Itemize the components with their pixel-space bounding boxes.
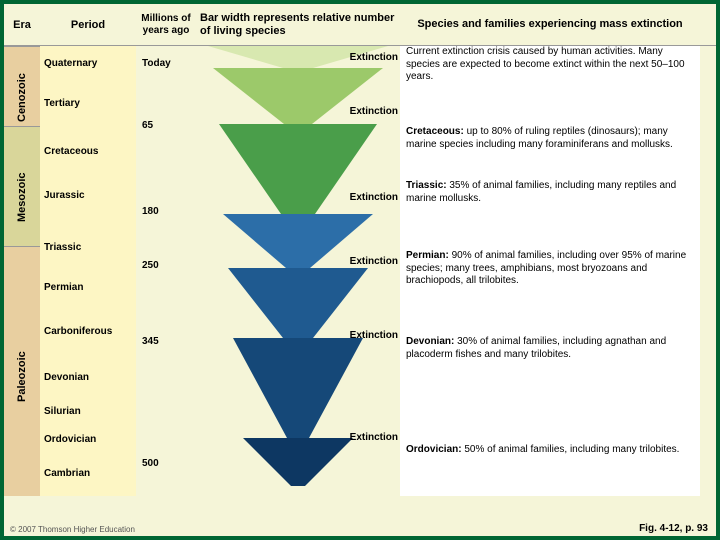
chart-area: Extinction Extinction Extinction Extinction…	[196, 46, 400, 496]
period-item: Cambrian	[44, 468, 90, 479]
mya-item: 180	[142, 206, 159, 217]
eras-strip: Cenozoic Mesozoic Paleozoic	[4, 46, 40, 496]
period-item: Devonian	[44, 372, 89, 383]
period-item: Quaternary	[44, 58, 97, 69]
funnel-segment	[233, 338, 363, 438]
extinction-label: Extinction	[350, 192, 398, 203]
figure-reference: Fig. 4-12, p. 93	[639, 523, 708, 534]
mya-header: Millions of years ago	[136, 4, 196, 46]
period-item: Carboniferous	[44, 326, 112, 337]
description-block: Current extinction crisis caused by huma…	[406, 46, 694, 84]
extinction-label: Extinction	[350, 106, 398, 117]
copyright-footer: © 2007 Thomson Higher Education	[10, 525, 135, 534]
period-item: Triassic	[44, 242, 81, 253]
extinction-label: Extinction	[350, 330, 398, 341]
era-label: Paleozoic	[16, 342, 28, 402]
period-item: Silurian	[44, 406, 81, 417]
era-label: Mesozoic	[16, 162, 28, 222]
body-row: Cenozoic Mesozoic Paleozoic Quaternary Tert…	[4, 46, 716, 496]
description-block: Triassic: 35% of animal families, includ…	[406, 180, 694, 205]
period-item: Permian	[44, 282, 83, 293]
desc-header: Species and families experiencing mass e…	[400, 4, 700, 46]
geologic-timeline-diagram: Era Period Millions of years ago Bar wid…	[0, 0, 720, 540]
mya-item: 500	[142, 458, 159, 469]
description-block: Cretaceous: up to 80% of ruling reptiles…	[406, 126, 694, 151]
mya-item: Today	[142, 58, 171, 69]
mya-item: 250	[142, 260, 159, 271]
header-row: Era Period Millions of years ago Bar wid…	[4, 4, 716, 46]
extinction-label: Extinction	[350, 52, 398, 63]
periods-strip: Quaternary Tertiary Cretaceous Jurassic Tria…	[40, 46, 136, 496]
extinction-label: Extinction	[350, 256, 398, 267]
chart-header: Bar width represents relative number of …	[196, 4, 400, 46]
mya-item: 345	[142, 336, 159, 347]
description-block: Permian: 90% of animal families, includi…	[406, 250, 694, 288]
period-header: Period	[40, 4, 136, 46]
mya-item: 65	[142, 120, 153, 131]
funnel-segment	[243, 438, 353, 486]
funnel-segment	[228, 268, 368, 338]
description-block: Ordovician: 50% of animal families, incl…	[406, 444, 694, 457]
period-item: Tertiary	[44, 98, 80, 109]
era-label: Cenozoic	[16, 62, 28, 122]
era-header: Era	[4, 4, 40, 46]
period-item: Jurassic	[44, 190, 85, 201]
period-item: Ordovician	[44, 434, 96, 445]
description-block: Devonian: 30% of animal families, includ…	[406, 336, 694, 361]
descriptions-strip: Current extinction crisis caused by huma…	[400, 46, 700, 496]
extinction-label: Extinction	[350, 432, 398, 443]
mya-strip: Today 65 180 250 345 500	[136, 46, 196, 496]
period-item: Cretaceous	[44, 146, 98, 157]
